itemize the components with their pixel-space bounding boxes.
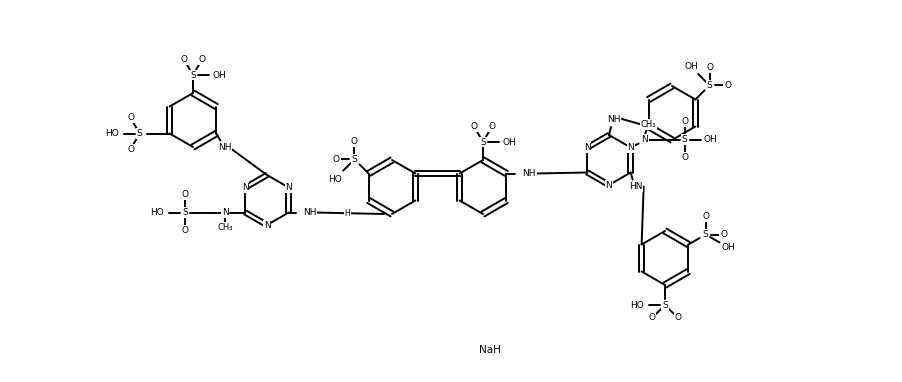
Text: S: S — [182, 208, 189, 217]
Text: NH: NH — [217, 143, 231, 152]
Text: S: S — [703, 230, 709, 239]
Text: O: O — [720, 230, 727, 239]
Text: OH: OH — [685, 63, 698, 71]
Text: O: O — [333, 155, 340, 164]
Text: OH: OH — [212, 71, 226, 79]
Text: O: O — [724, 81, 731, 90]
Text: OH: OH — [722, 243, 735, 252]
Text: S: S — [190, 71, 196, 79]
Text: N: N — [584, 143, 591, 152]
Text: CH₃: CH₃ — [217, 223, 233, 232]
Text: S: S — [137, 129, 143, 138]
Text: O: O — [489, 122, 495, 131]
Text: HO: HO — [105, 129, 118, 138]
Text: NH: NH — [607, 115, 621, 123]
Text: O: O — [674, 313, 681, 322]
Text: H: H — [345, 209, 350, 218]
Text: O: O — [127, 113, 134, 122]
Text: S: S — [682, 135, 687, 144]
Text: NaH: NaH — [479, 345, 501, 355]
Text: O: O — [182, 226, 189, 235]
Text: HN: HN — [629, 182, 642, 191]
Text: S: S — [352, 155, 357, 164]
Text: O: O — [471, 122, 477, 131]
Text: O: O — [198, 55, 206, 64]
Text: N: N — [641, 135, 648, 144]
Text: S: S — [662, 301, 667, 309]
Text: O: O — [180, 55, 188, 64]
Text: HO: HO — [630, 301, 644, 309]
Text: HO: HO — [151, 208, 164, 217]
Text: O: O — [681, 117, 688, 126]
Text: O: O — [127, 145, 134, 154]
Text: NH: NH — [303, 208, 316, 217]
Text: N: N — [222, 208, 229, 217]
Text: O: O — [351, 137, 358, 146]
Text: N: N — [242, 183, 249, 192]
Text: HO: HO — [327, 175, 342, 184]
Text: N: N — [285, 183, 292, 192]
Text: N: N — [263, 220, 271, 230]
Text: OH: OH — [502, 138, 516, 147]
Text: O: O — [182, 190, 189, 199]
Text: S: S — [706, 81, 713, 90]
Text: CH₃: CH₃ — [641, 120, 657, 129]
Text: O: O — [706, 63, 713, 72]
Text: OH: OH — [704, 135, 717, 144]
Text: O: O — [649, 313, 656, 322]
Text: O: O — [702, 212, 709, 221]
Text: S: S — [480, 138, 486, 147]
Text: N: N — [627, 143, 634, 152]
Text: O: O — [681, 153, 688, 162]
Text: N: N — [605, 181, 612, 189]
Text: NH: NH — [522, 169, 536, 178]
